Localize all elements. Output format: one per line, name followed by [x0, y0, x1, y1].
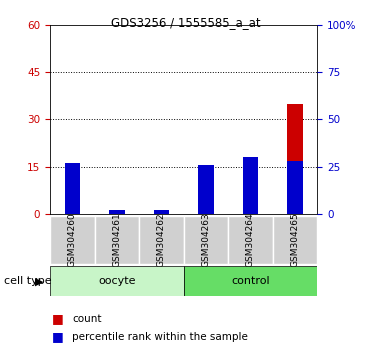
- Text: ▶: ▶: [35, 276, 44, 286]
- Bar: [65, 173, 80, 214]
- Text: ■: ■: [52, 331, 64, 343]
- Bar: [65, 163, 80, 214]
- Bar: [287, 104, 303, 214]
- Text: percentile rank within the sample: percentile rank within the sample: [72, 332, 248, 342]
- Text: GDS3256 / 1555585_a_at: GDS3256 / 1555585_a_at: [111, 16, 260, 29]
- Bar: [184, 216, 228, 264]
- Bar: [154, 213, 169, 214]
- Bar: [95, 216, 139, 264]
- Text: GSM304261: GSM304261: [112, 212, 121, 267]
- Bar: [109, 213, 125, 214]
- Text: GSM304262: GSM304262: [157, 212, 166, 267]
- Text: GSM304264: GSM304264: [246, 212, 255, 267]
- Text: count: count: [72, 314, 102, 324]
- Bar: [243, 157, 258, 214]
- Bar: [50, 266, 184, 296]
- Text: ■: ■: [52, 312, 64, 325]
- Text: GSM304263: GSM304263: [201, 212, 210, 267]
- Text: oocyte: oocyte: [98, 275, 136, 286]
- Bar: [154, 210, 169, 214]
- Bar: [139, 216, 184, 264]
- Bar: [198, 169, 214, 214]
- Text: control: control: [231, 275, 270, 286]
- Bar: [228, 216, 273, 264]
- Bar: [184, 266, 317, 296]
- Text: GSM304265: GSM304265: [290, 212, 299, 267]
- Bar: [198, 165, 214, 214]
- Bar: [243, 175, 258, 214]
- Bar: [287, 161, 303, 214]
- Bar: [50, 216, 95, 264]
- Bar: [109, 210, 125, 214]
- Text: cell type: cell type: [4, 276, 51, 286]
- Text: GSM304260: GSM304260: [68, 212, 77, 267]
- Bar: [273, 216, 317, 264]
